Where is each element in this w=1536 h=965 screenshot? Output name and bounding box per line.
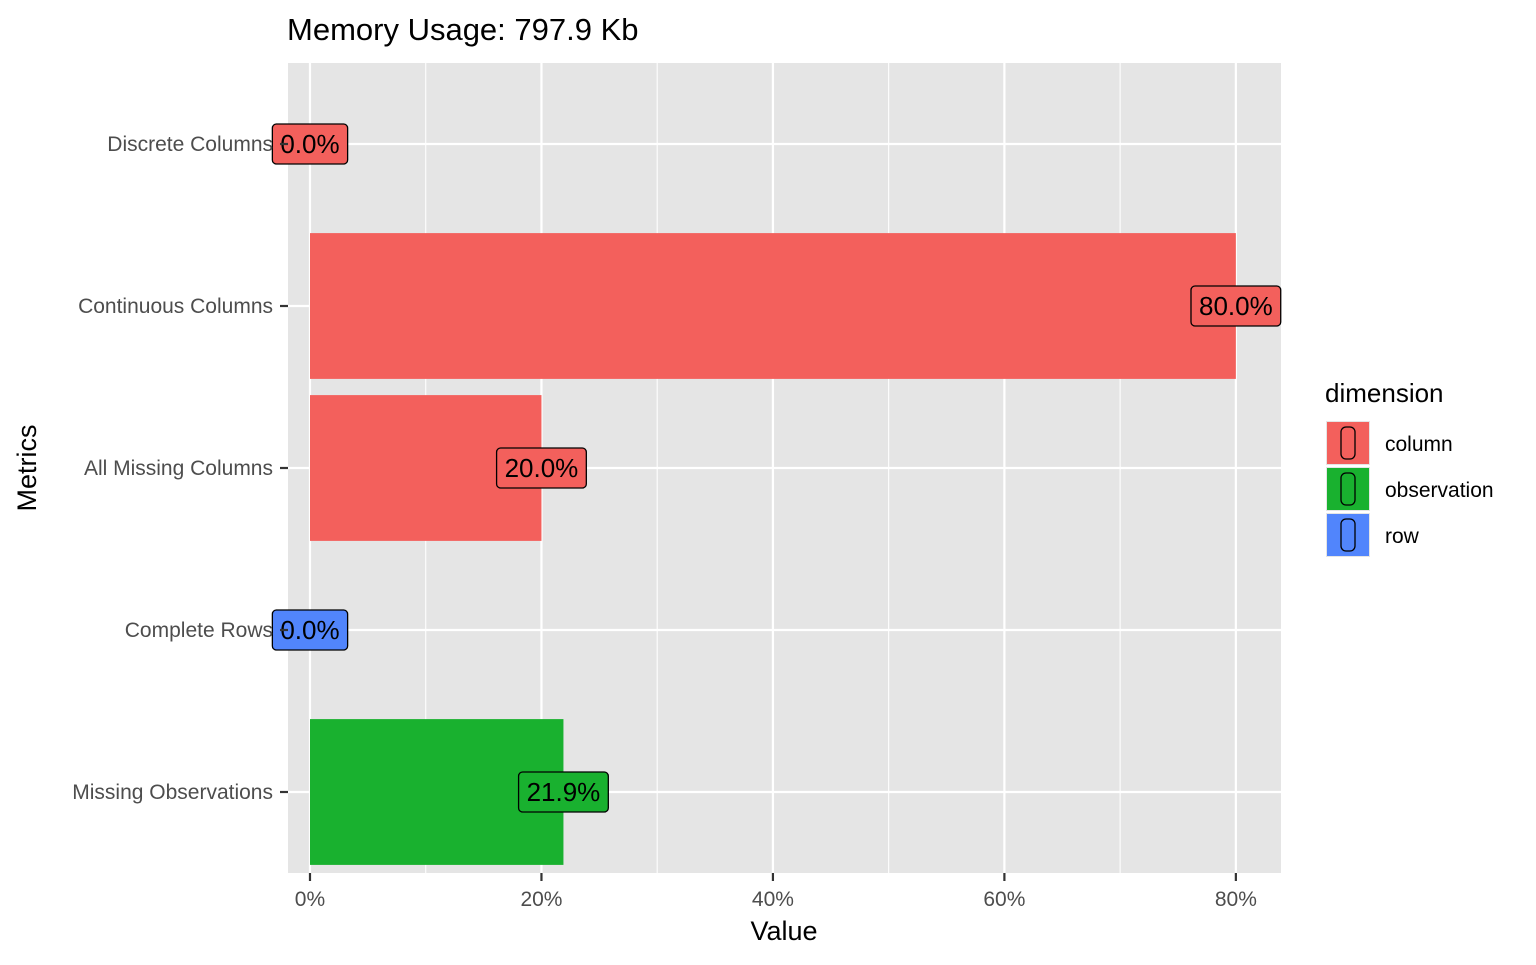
data-label-box	[517, 771, 609, 813]
y-axis: Discrete Columns Continuous Columns All Mi…	[72, 133, 288, 804]
legend-key-glyph	[1340, 472, 1356, 506]
x-tick-label: 60%	[983, 888, 1025, 911]
data-label-text: 0.0%	[280, 615, 339, 645]
legend-key-glyph	[1340, 426, 1356, 460]
data-label: 20.0%	[495, 447, 587, 489]
chart-title: Memory Usage: 797.9 Kb	[287, 12, 639, 47]
x-axis: 0% 20% 40% 60% 80%	[295, 873, 1257, 911]
data-label-text: 0.0%	[280, 129, 339, 159]
legend-label: observation	[1385, 479, 1494, 502]
y-tick-label: Missing Observations	[72, 781, 273, 804]
data-label-text: 21.9%	[527, 777, 601, 807]
data-label: 0.0%	[271, 123, 349, 165]
x-tick-label: 40%	[752, 888, 794, 911]
x-tick-label: 0%	[295, 888, 325, 911]
x-axis-title: Value	[750, 916, 817, 946]
y-tick-label: Complete Rows	[125, 619, 273, 642]
y-tick-label: Continuous Columns	[78, 295, 273, 318]
y-tick-label: All Missing Columns	[84, 457, 273, 480]
data-label-text: 20.0%	[505, 453, 579, 483]
legend-item-column: column	[1326, 421, 1453, 465]
data-label: 80.0%	[1190, 285, 1282, 327]
data-label-box	[495, 447, 587, 489]
legend-label: row	[1385, 525, 1420, 548]
data-labels: 0.0% 80.0% 20.0% 0.0% 21.9%	[271, 123, 1282, 813]
data-label-box	[271, 609, 349, 651]
y-axis-title: Metrics	[12, 425, 42, 512]
data-label-box	[1190, 285, 1282, 327]
bars	[309, 233, 1236, 865]
legend-item-row: row	[1326, 513, 1420, 557]
legend-key-swatch	[1327, 422, 1369, 464]
x-tick-label: 20%	[520, 888, 562, 911]
legend: dimension column observation row	[1325, 378, 1494, 557]
data-label-box	[271, 123, 349, 165]
y-tick-label: Discrete Columns	[107, 133, 273, 156]
legend-key-glyph	[1340, 518, 1356, 552]
data-label: 21.9%	[517, 771, 609, 813]
data-label: 0.0%	[271, 609, 349, 651]
bar-continuous-columns	[309, 233, 1236, 379]
legend-key-swatch	[1327, 468, 1369, 510]
data-label-text: 80.0%	[1199, 291, 1273, 321]
x-tick-label: 80%	[1215, 888, 1257, 911]
legend-key-swatch	[1327, 514, 1369, 556]
legend-label: column	[1385, 433, 1453, 456]
legend-item-observation: observation	[1326, 467, 1494, 511]
legend-title: dimension	[1325, 378, 1444, 408]
